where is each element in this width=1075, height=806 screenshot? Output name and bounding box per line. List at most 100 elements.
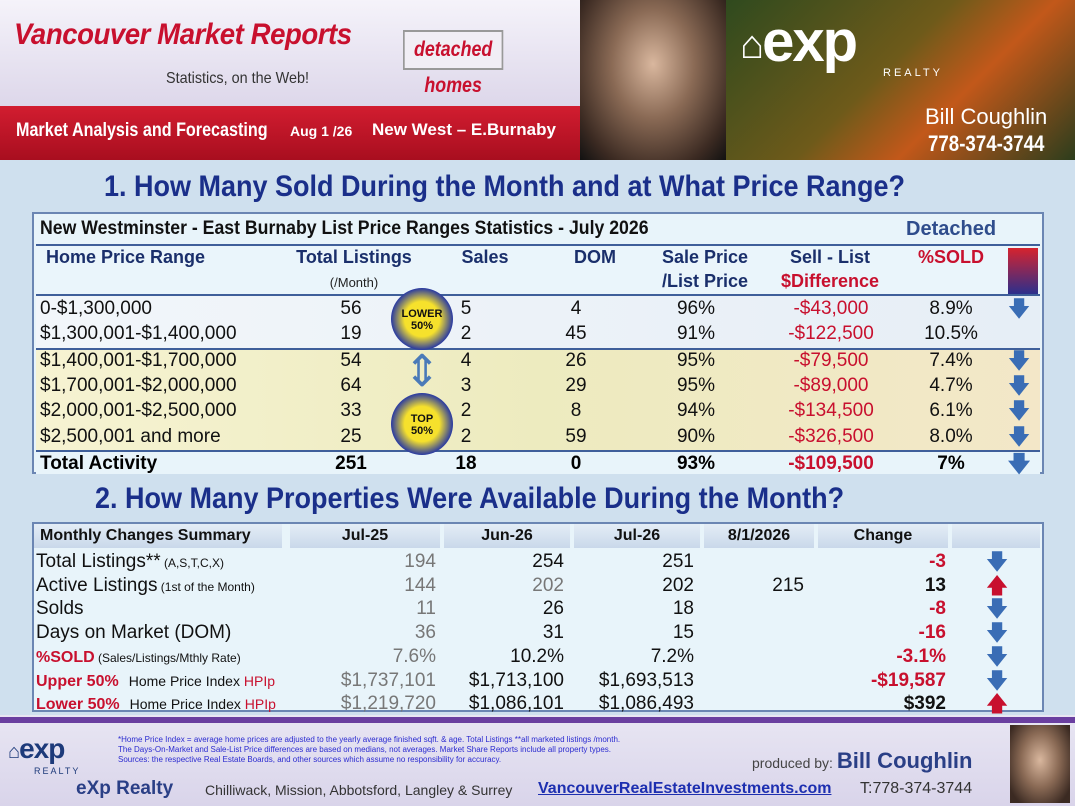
cell-listings: 25 bbox=[340, 426, 362, 447]
header-ratio-line1: Sale Price bbox=[661, 247, 749, 267]
website-link[interactable]: VancouverRealEstateInvestments.com bbox=[538, 780, 832, 797]
cell-pct: 4.7% bbox=[929, 375, 973, 396]
cell-dom: 59 bbox=[565, 426, 587, 447]
cell-pct: 6.1% bbox=[929, 400, 973, 421]
header-dom: DOM bbox=[574, 247, 616, 267]
cell-dom: 45 bbox=[565, 323, 587, 344]
cell-change: -$19,587 bbox=[870, 669, 946, 691]
cell-jul26: 202 bbox=[662, 574, 694, 596]
cell-listings: 19 bbox=[340, 323, 362, 344]
agent-photo bbox=[580, 0, 726, 160]
header-jun26: Jun-26 bbox=[444, 524, 570, 548]
cell-jul25: 7.6% bbox=[392, 645, 436, 667]
cell-pct: 8.9% bbox=[929, 298, 973, 319]
cell-jul26: $1,693,513 bbox=[598, 669, 694, 691]
arrow-down-icon: 🡇 bbox=[1007, 424, 1031, 449]
cell-jun26: 10.2% bbox=[510, 645, 564, 667]
cell-diff: -$43,000 bbox=[793, 298, 869, 319]
cell-range: $2,000,001-$2,500,000 bbox=[40, 400, 237, 421]
summary-label-sub: Home Price Index bbox=[129, 696, 245, 713]
cell-change: $392 bbox=[903, 693, 946, 715]
arrow-down-icon: 🡇 bbox=[985, 620, 1009, 646]
summary-row: Total Listings** (A,S,T,C,X) 194 254 251 -3 🡇 bbox=[34, 550, 1042, 573]
summary-row: Solds 11 26 18 -8 🡇 bbox=[34, 597, 1042, 620]
total-listings: 251 bbox=[335, 453, 367, 474]
cell-range: $1,400,001-$1,700,000 bbox=[40, 350, 237, 371]
cell-sales: 2 bbox=[460, 323, 472, 344]
footer-rule bbox=[0, 717, 1075, 723]
header-sales: Sales bbox=[461, 247, 509, 267]
cell-listings: 54 bbox=[340, 350, 362, 371]
lower-50-badge: LOWER 50% bbox=[391, 288, 453, 350]
agent-phone: 778-374-3744 bbox=[928, 131, 1045, 156]
header-diff-line2: $Difference bbox=[780, 271, 880, 291]
summary-row: Active Listings (1st of the Month) 144 202… bbox=[34, 574, 1042, 597]
cell-pct: 8.0% bbox=[929, 426, 973, 447]
header-ratio: Sale Price/List Price bbox=[650, 245, 760, 293]
cell-ratio: 95% bbox=[676, 375, 716, 396]
summary-label: Total Listings** (A,S,T,C,X) bbox=[36, 550, 224, 575]
brand-tagline: Statistics, on the Web! bbox=[166, 70, 310, 87]
summary-label: Days on Market (DOM) bbox=[36, 621, 231, 646]
header-listings-label: Total Listings bbox=[296, 247, 412, 267]
footer-exp-logo: ⌂exp bbox=[8, 733, 65, 765]
footer-phone: T:778-374-3744 bbox=[860, 780, 973, 797]
arrow-down-icon: 🡇 bbox=[1007, 348, 1031, 373]
cell-ratio: 94% bbox=[676, 400, 716, 421]
cell-change: -8 bbox=[929, 598, 946, 620]
cell-change: -3 bbox=[929, 551, 946, 572]
cell-jul25: 194 bbox=[404, 551, 436, 572]
produced-label: produced by: bbox=[752, 755, 837, 771]
cell-jun26: 202 bbox=[532, 574, 564, 596]
footer-notes: *Home Price Index = average home prices … bbox=[118, 735, 678, 765]
summary-label-text: %SOLD bbox=[36, 648, 95, 666]
header-arrow-col bbox=[952, 524, 1040, 548]
price-range-row: $2,000,001-$2,500,000 33 2 8 94% -$134,500 6.1… bbox=[36, 398, 1040, 423]
produced-by: produced by: Bill Coughlin bbox=[752, 748, 973, 774]
property-type: Detached bbox=[906, 218, 997, 240]
cell-change: -16 bbox=[918, 622, 946, 644]
badge-top-text: TOP bbox=[410, 413, 434, 425]
cell-change: 13 bbox=[924, 574, 946, 596]
summary-label: Lower 50% Home Price Index HPIp bbox=[36, 692, 276, 716]
segment-badge: detached homes bbox=[403, 30, 504, 97]
arrow-down-icon: 🡇 bbox=[985, 596, 1009, 622]
summary-label-sub: (A,S,T,C,X) bbox=[160, 556, 224, 570]
lower-half-band bbox=[36, 296, 1040, 348]
price-range-row: $2,500,001 and more 25 2 59 90% -$326,500 8.0%… bbox=[36, 424, 1040, 449]
header-ratio-line2: /List Price bbox=[661, 271, 749, 291]
arrow-down-icon: 🡇 bbox=[1007, 296, 1031, 321]
half-separator bbox=[36, 348, 1040, 350]
arrow-up-icon: 🡅 bbox=[985, 572, 1009, 598]
summary-label: %SOLD (Sales/Listings/Mthly Rate) bbox=[36, 645, 241, 670]
badge-lower-pct: 50% bbox=[410, 320, 434, 332]
logo-subtitle: REALTY bbox=[883, 67, 943, 79]
summary-label-text: Total Listings** bbox=[36, 551, 161, 572]
summary-row: %SOLD (Sales/Listings/Mthly Rate) 7.6% 10.… bbox=[34, 645, 1042, 668]
header-diff: Sell - List $Difference bbox=[770, 245, 890, 293]
summary-label-text: Lower 50% bbox=[36, 696, 120, 714]
top-50-badge: TOP 50% bbox=[391, 393, 453, 455]
footer bbox=[0, 715, 1075, 806]
footer-logo-text: exp bbox=[19, 733, 65, 764]
summary-label-text: Active Listings bbox=[36, 574, 158, 596]
badge-lower-text: LOWER bbox=[401, 308, 443, 320]
header-jul26: Jul-26 bbox=[574, 524, 700, 548]
section2-title: 2. How Many Properties Were Available Du… bbox=[95, 482, 845, 515]
cell-jul26: 15 bbox=[672, 622, 694, 644]
house-icon: ⌂ bbox=[740, 23, 764, 68]
double-arrow-icon: ⇕ bbox=[403, 347, 441, 396]
header-jul25: Jul-25 bbox=[290, 524, 440, 548]
header-range: Home Price Range bbox=[46, 247, 206, 267]
total-pct: 7% bbox=[937, 453, 965, 474]
cell-jul25: 144 bbox=[404, 574, 436, 596]
cell-jul26: 251 bbox=[662, 551, 694, 572]
cell-jun26: $1,086,101 bbox=[468, 693, 564, 715]
arrow-down-icon: 🡇 bbox=[1007, 398, 1031, 423]
cell-diff: -$122,500 bbox=[788, 323, 874, 344]
cell-ratio: 90% bbox=[676, 426, 716, 447]
footer-realty: eXp Realty bbox=[76, 778, 174, 799]
table-title: New Westminster - East Burnaby List Pric… bbox=[40, 218, 649, 239]
cell-sales: 2 bbox=[460, 426, 472, 447]
price-range-row: $1,700,001-$2,000,000 64 3 29 95% -$89,000 4.7… bbox=[36, 373, 1040, 398]
